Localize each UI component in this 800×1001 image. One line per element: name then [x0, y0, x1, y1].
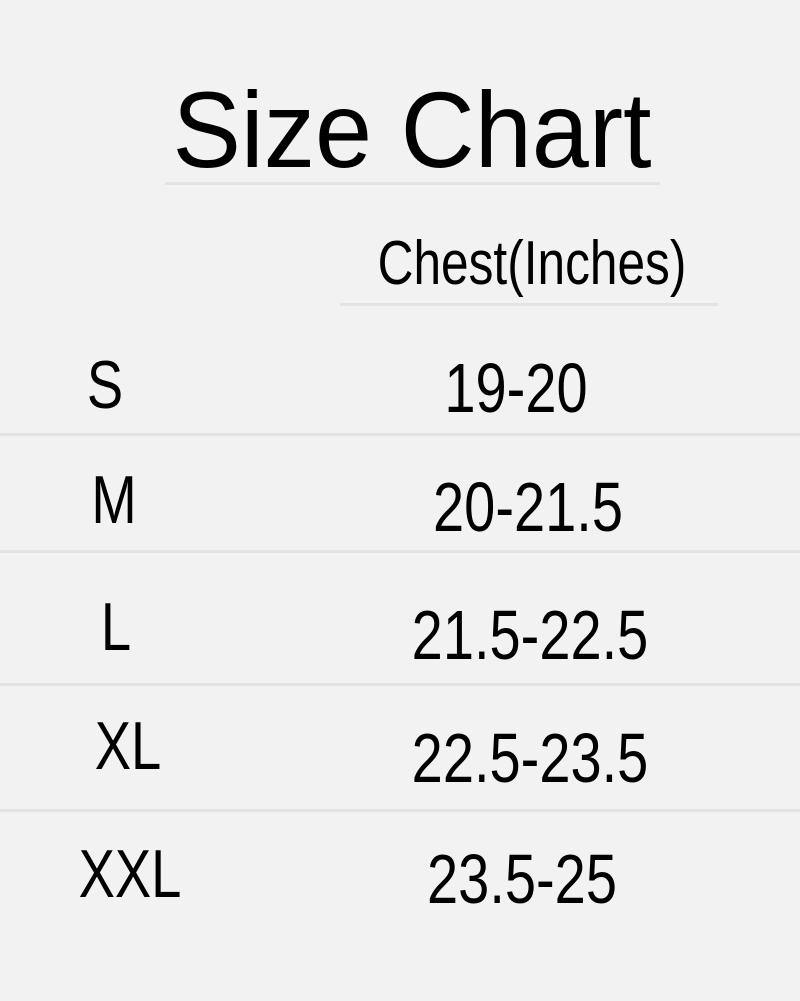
- chest-value: 19-20: [444, 349, 588, 427]
- size-label: S: [86, 347, 124, 423]
- chest-value: 23.5-25: [427, 840, 617, 918]
- header-underline: [340, 303, 718, 306]
- row-divider: [0, 550, 800, 553]
- page-title: Size Chart: [172, 69, 652, 190]
- row-divider: [0, 809, 800, 812]
- row-divider: [0, 433, 800, 436]
- size-label: L: [100, 589, 132, 665]
- chest-value: 22.5-23.5: [411, 719, 649, 797]
- chest-value: 20-21.5: [433, 468, 623, 546]
- size-label: M: [91, 462, 137, 538]
- title-underline: [165, 182, 660, 185]
- row-divider: [0, 683, 800, 686]
- size-label: XL: [94, 708, 162, 784]
- size-label: XXL: [78, 836, 182, 912]
- chest-value: 21.5-22.5: [411, 596, 649, 674]
- column-header-chest: Chest(Inches): [377, 229, 687, 298]
